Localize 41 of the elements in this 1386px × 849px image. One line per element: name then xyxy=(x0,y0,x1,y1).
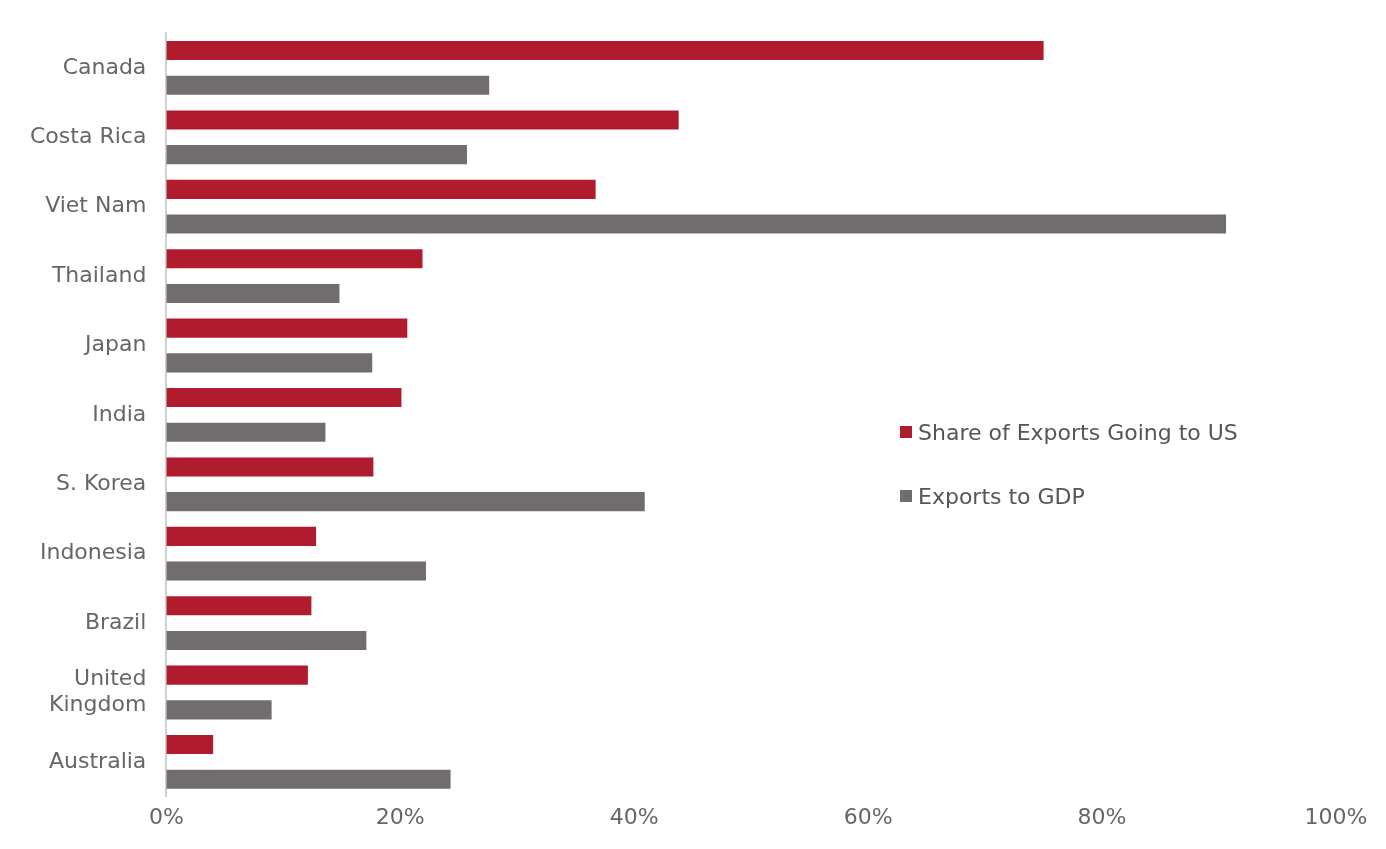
y-tick-label: Viet Nam xyxy=(45,192,147,218)
y-tick-label: Canada xyxy=(62,53,147,79)
bar xyxy=(166,214,1227,234)
bar xyxy=(166,353,373,373)
y-tick-label: S. Korea xyxy=(56,470,147,496)
bar xyxy=(166,388,402,408)
bar xyxy=(166,422,326,442)
legend-label: Exports to GDP xyxy=(918,483,1085,509)
bar xyxy=(166,769,451,789)
bar xyxy=(166,735,214,755)
x-tick-label: 20% xyxy=(375,803,425,829)
bar xyxy=(166,561,427,581)
bar xyxy=(166,179,596,199)
bar xyxy=(166,283,340,303)
bar xyxy=(166,41,1044,61)
y-tick-label: Indonesia xyxy=(39,539,147,565)
x-tick-label: 80% xyxy=(1077,803,1127,829)
bar xyxy=(166,249,423,269)
y-tick-label: United Kingdom xyxy=(49,665,147,717)
y-tick-label: Thailand xyxy=(50,261,147,287)
bar xyxy=(166,630,367,650)
bar xyxy=(166,110,679,130)
y-tick-label: Costa Rica xyxy=(30,123,147,149)
legend-label: Share of Exports Going to US xyxy=(918,419,1238,445)
bar xyxy=(166,700,272,720)
y-tick-label: Japan xyxy=(83,331,147,357)
x-tick-label: 60% xyxy=(843,803,893,829)
y-tick-label: Australia xyxy=(49,747,147,773)
bar xyxy=(166,457,374,477)
x-tick-label: 40% xyxy=(609,803,659,829)
bar xyxy=(166,318,408,338)
bar xyxy=(166,75,490,95)
y-tick-label: India xyxy=(92,400,147,426)
y-tick-label: Brazil xyxy=(84,608,147,634)
x-tick-label: 0% xyxy=(148,803,184,829)
bar xyxy=(166,665,308,685)
x-tick-label: 100% xyxy=(1304,803,1368,829)
bar xyxy=(166,492,645,512)
bar xyxy=(166,526,317,546)
bar xyxy=(166,145,467,165)
bar xyxy=(166,596,312,616)
